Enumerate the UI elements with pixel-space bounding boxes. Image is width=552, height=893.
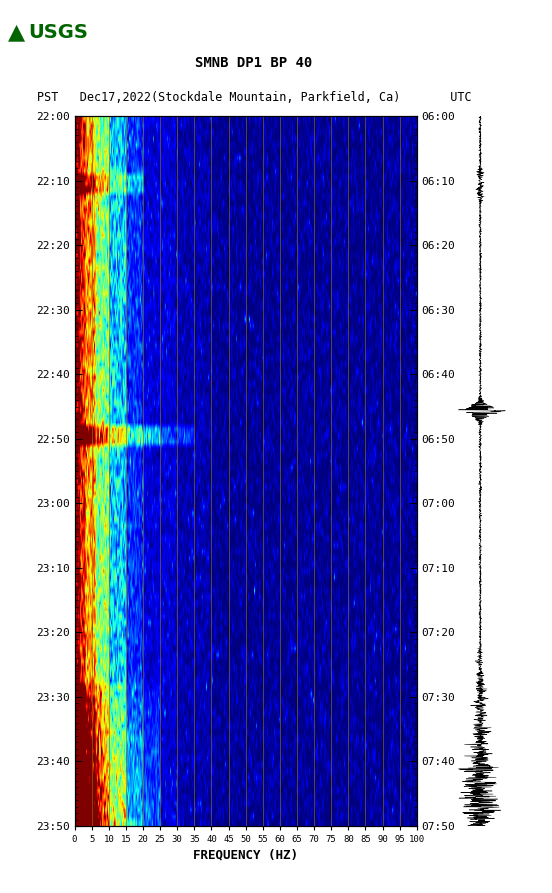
Text: ▲: ▲	[8, 22, 25, 43]
Text: PST   Dec17,2022(Stockdale Mountain, Parkfield, Ca)       UTC: PST Dec17,2022(Stockdale Mountain, Parkf…	[36, 91, 471, 104]
Text: SMNB DP1 BP 40: SMNB DP1 BP 40	[195, 56, 312, 71]
X-axis label: FREQUENCY (HZ): FREQUENCY (HZ)	[193, 848, 298, 861]
Text: USGS: USGS	[29, 23, 88, 42]
